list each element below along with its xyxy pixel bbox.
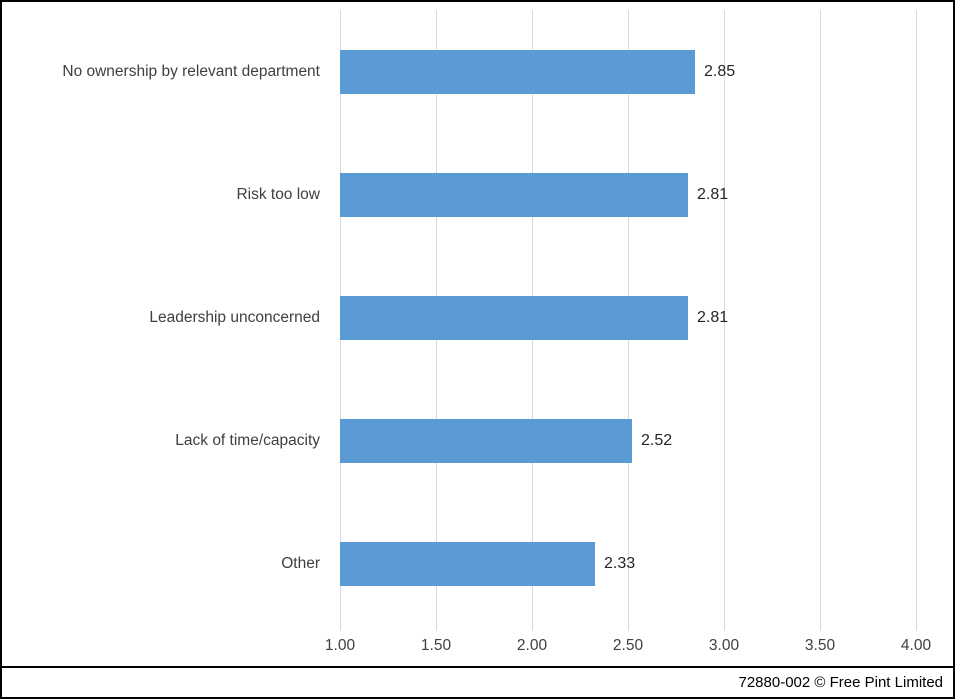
- x-axis-tick-label: 2.00: [516, 637, 548, 654]
- footer-bar: 72880-002 © Free Pint Limited: [2, 666, 953, 697]
- category-label: Leadership unconcerned: [149, 309, 320, 326]
- category-label: No ownership by relevant department: [62, 63, 320, 80]
- bar-value-label: 2.33: [604, 555, 636, 572]
- bar-value-label: 2.81: [697, 186, 729, 203]
- bar-value-label: 2.52: [641, 432, 673, 449]
- category-label: Lack of time/capacity: [175, 432, 320, 449]
- gridline: [820, 10, 821, 631]
- x-axis-tick-label: 1.50: [420, 637, 452, 654]
- category-label: Risk too low: [236, 186, 320, 203]
- bar-chart-plot-area: 1.00 1.50 2.00 2.50 3.00 3.50 4.00 No ownership…: [2, 2, 953, 664]
- gridline: [916, 10, 917, 631]
- bar: [340, 542, 595, 586]
- bar: [340, 419, 632, 463]
- bar: [340, 296, 688, 340]
- credit-text: 72880-002 © Free Pint Limited: [738, 674, 944, 691]
- x-axis-tick-label: 3.00: [708, 637, 740, 654]
- gridline: [724, 10, 725, 631]
- bar-value-label: 2.85: [704, 63, 736, 80]
- x-axis-tick-label: 4.00: [900, 637, 932, 654]
- bar: [340, 173, 688, 217]
- x-axis-tick-label: 3.50: [804, 637, 836, 654]
- bar-value-label: 2.81: [697, 309, 729, 326]
- bar: [340, 50, 695, 94]
- x-axis-tick-label: 2.50: [612, 637, 644, 654]
- category-label: Other: [281, 555, 320, 572]
- x-axis-tick-label: 1.00: [324, 637, 356, 654]
